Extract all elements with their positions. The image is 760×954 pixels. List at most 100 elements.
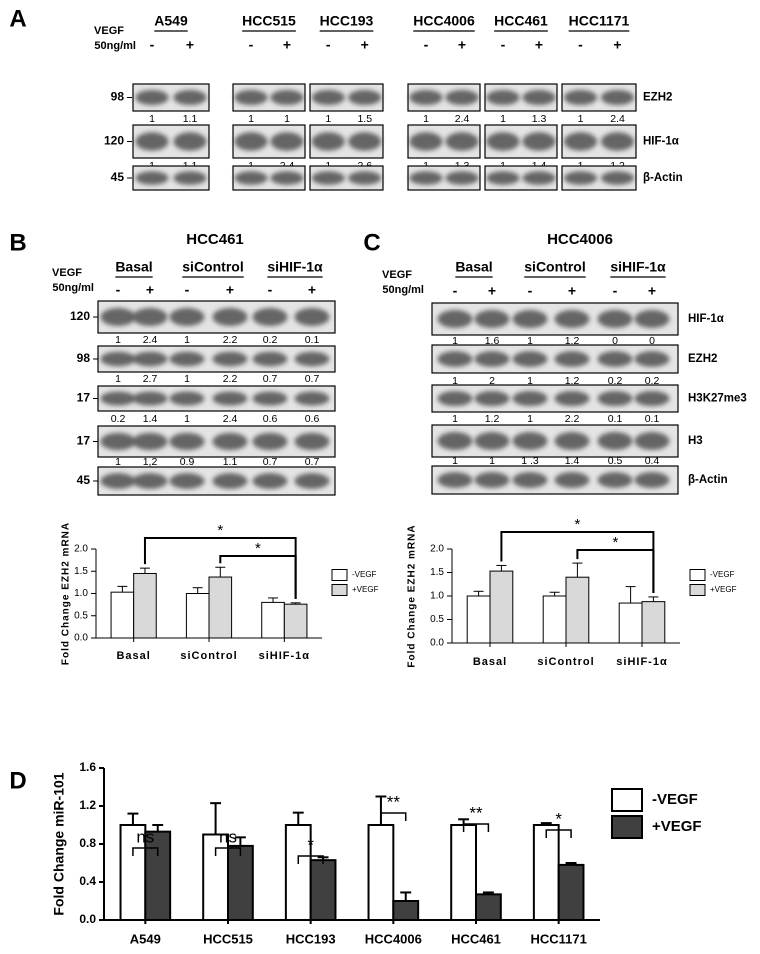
blot-band: [212, 351, 248, 367]
blot-band: [597, 472, 633, 488]
band-quant: 0.7: [305, 456, 320, 468]
group-label: HCC4006: [413, 13, 475, 29]
mw-label: 120: [104, 134, 124, 148]
bar: [392, 900, 420, 921]
band-quant: 1: [248, 113, 254, 125]
band-quant: 2.4: [610, 113, 625, 125]
significance-label: ns: [136, 827, 154, 846]
band-quant: 1: [115, 334, 121, 346]
protein-label: β-Actin: [688, 474, 728, 486]
blot-band: [437, 432, 473, 450]
treatment-label: VEGF: [382, 269, 412, 281]
significance-bracket: [132, 847, 159, 856]
band-quant: 1.6: [485, 335, 500, 347]
panel-letter: B: [9, 229, 26, 256]
significance-bracket: [297, 855, 324, 864]
band-quant: 0.7: [263, 456, 278, 468]
blot-band: [348, 132, 382, 151]
band-quant: 0: [612, 335, 618, 347]
legend-swatch: [689, 569, 706, 581]
treatment-sign: -: [150, 37, 155, 53]
blot-band: [252, 391, 288, 406]
blot-band: [409, 89, 443, 106]
blot-band: [132, 473, 168, 489]
blot-band: [563, 171, 598, 185]
dose-label: 50ng/ml: [52, 282, 94, 294]
group-label: HCC515: [242, 13, 296, 29]
blot-band: [311, 171, 345, 185]
group-label: siHIF-1α: [610, 259, 666, 275]
blot-band: [512, 390, 548, 407]
bar: [542, 595, 567, 644]
group-label: Basal: [115, 259, 152, 275]
mw-label: 45: [111, 170, 125, 184]
significance-label: *: [612, 534, 618, 551]
legend-swatch: [331, 584, 348, 596]
significance-label: ns: [219, 827, 237, 846]
group-label: siControl: [182, 259, 243, 275]
blot-band: [100, 432, 136, 451]
band-quant: 1: [115, 373, 121, 385]
band-quant: 0.2: [608, 375, 623, 387]
legend-swatch: [331, 569, 348, 581]
band-quant: 1.2: [565, 375, 580, 387]
panel-letter: C: [363, 229, 380, 256]
band-quant: 1.4: [565, 455, 580, 467]
blot-band: [135, 171, 169, 185]
band-quant: 1: [527, 375, 533, 387]
blot-band: [486, 89, 520, 106]
blot-band: [173, 171, 207, 185]
treatment-sign: -: [528, 283, 533, 299]
legend-swatch: [611, 815, 643, 839]
bar: [309, 859, 337, 922]
group-label: HCC1171: [569, 13, 630, 29]
blot-band: [486, 132, 520, 151]
y-tick-label: 2.0: [74, 544, 88, 555]
band-quant: 1.2: [565, 335, 580, 347]
significance-bracket: [219, 555, 297, 599]
legend-label: +VEGF: [352, 585, 379, 594]
blot-band: [474, 472, 510, 488]
significance-label: *: [217, 522, 223, 539]
blot-band: [474, 390, 510, 407]
bar: [110, 591, 135, 639]
blot-band: [445, 171, 479, 185]
blot-band: [437, 310, 473, 328]
blot-band: [634, 310, 670, 328]
blot-band: [445, 132, 479, 151]
significance-label: *: [555, 809, 562, 828]
band-quant: 0.2: [263, 334, 278, 346]
blot-band: [212, 308, 248, 326]
bar: [367, 824, 395, 921]
band-quant: 0.5: [608, 455, 623, 467]
blot-band: [169, 308, 205, 326]
treatment-sign: +: [283, 37, 291, 53]
protein-label: β-Actin: [643, 172, 683, 184]
blot-band: [600, 171, 635, 185]
significance-bracket: [545, 829, 572, 838]
legend-swatch: [611, 788, 643, 812]
dose-label: 50ng/ml: [94, 40, 136, 52]
band-quant: 0.2: [111, 413, 126, 425]
blot-band: [169, 432, 205, 451]
bar: [133, 572, 157, 639]
blot-band: [600, 89, 635, 106]
mw-label: 98: [111, 90, 125, 104]
blot-band: [474, 351, 510, 367]
panel-letter: D: [9, 767, 26, 794]
x-tick-label: A549: [130, 931, 161, 946]
x-tick-label: siControl: [537, 656, 594, 668]
bar: [450, 824, 478, 921]
band-quant: 0.1: [608, 413, 623, 425]
mw-label: 17: [77, 434, 91, 448]
band-quant: 1: [527, 413, 533, 425]
bar: [618, 602, 643, 644]
blot-band: [212, 473, 248, 489]
band-quant: 1.2: [485, 413, 500, 425]
treatment-sign: +: [568, 283, 576, 299]
blot-band: [634, 472, 670, 488]
group-label: A549: [154, 13, 188, 29]
group-label: siHIF-1α: [267, 259, 323, 275]
blot-band: [169, 351, 205, 367]
blot-band: [100, 473, 136, 489]
